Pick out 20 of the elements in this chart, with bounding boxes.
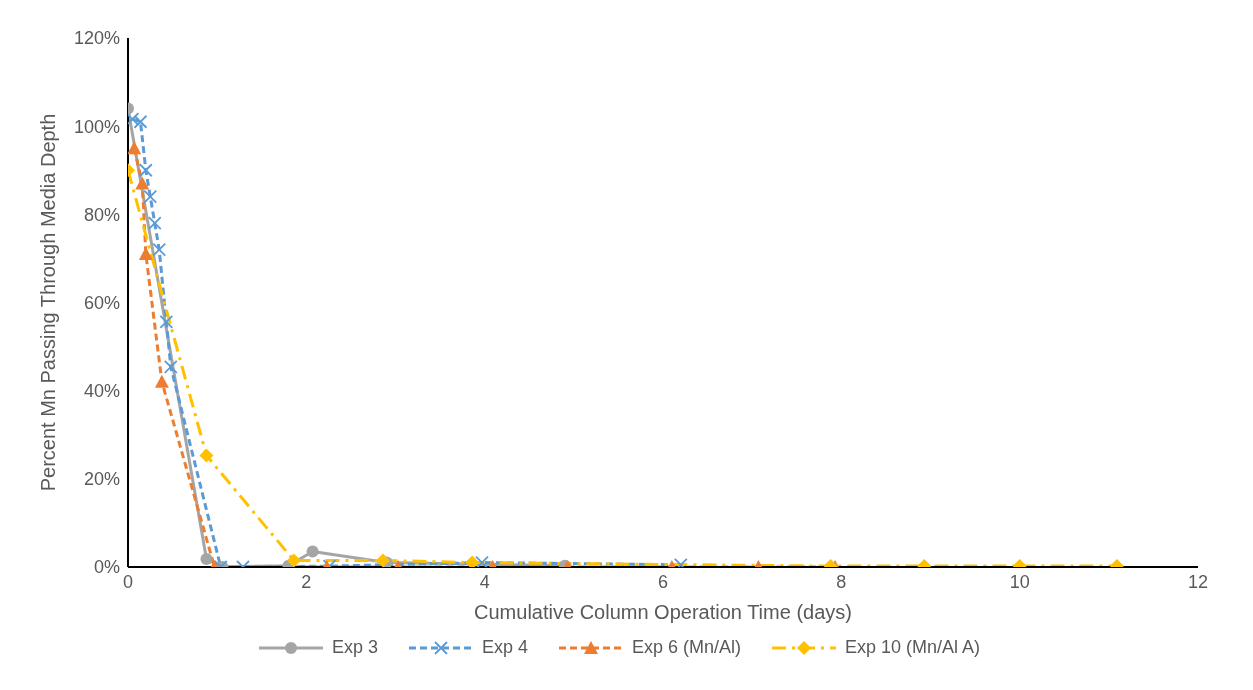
x-tick-label: 10 <box>1009 571 1030 592</box>
x-tick-label: 6 <box>657 571 669 592</box>
x-axis-title: Cumulative Column Operation Time (days) <box>474 601 852 623</box>
y-tick-label: 80% <box>83 204 120 225</box>
y-tick-label: 100% <box>73 116 120 137</box>
y-tick-label: 40% <box>83 381 120 402</box>
y-axis-title: Percent Mn Passing Through Media Depth <box>37 113 60 492</box>
legend-label: Exp 3 <box>331 637 378 658</box>
y-tick-label: 0% <box>93 557 120 578</box>
x-tick-label: 8 <box>836 571 847 592</box>
legend-label: Exp 4 <box>481 637 528 658</box>
x-tick-label: 0 <box>122 571 134 592</box>
x-tick-label: 12 <box>1187 571 1209 592</box>
legend-label: Exp 10 (Mn/Al A) <box>845 637 981 658</box>
legend-label: Exp 6 (Mn/Al) <box>631 637 742 658</box>
y-tick-label: 20% <box>83 469 120 490</box>
y-tick-label: 60% <box>83 292 120 313</box>
y-tick-label: 120% <box>73 28 120 49</box>
x-tick-label: 2 <box>301 571 312 592</box>
x-tick-label: 4 <box>479 571 490 592</box>
